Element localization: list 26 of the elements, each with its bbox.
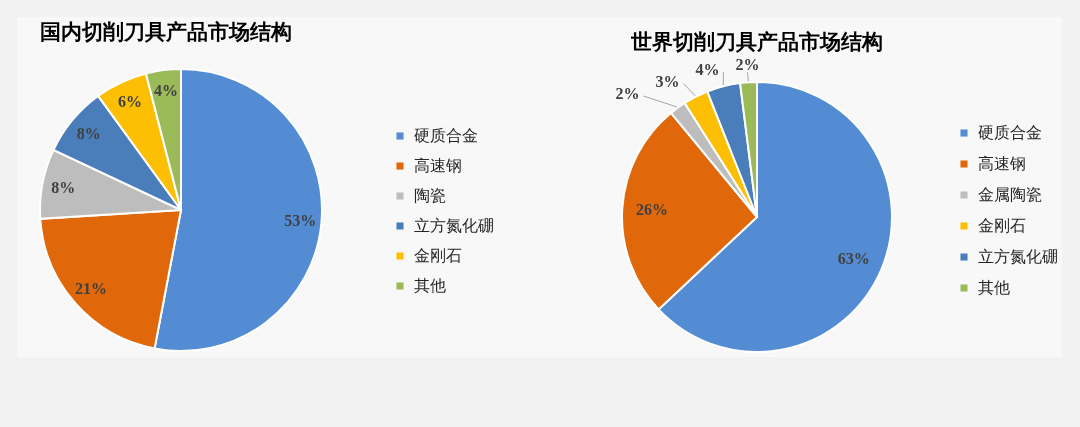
data-label: 26% bbox=[635, 201, 668, 219]
data-label: 2% bbox=[615, 85, 640, 103]
legend-label: 金刚石 bbox=[978, 217, 1026, 234]
chart-title: 国内切削刀具产品市场结构 bbox=[40, 20, 292, 44]
legend-label: 立方氮化硼 bbox=[978, 248, 1058, 265]
chart-title: 世界切削刀具产品市场结构 bbox=[630, 30, 883, 55]
legend-label: 高速钢 bbox=[414, 157, 462, 174]
legend-label: 陶瓷 bbox=[414, 187, 446, 204]
legend-label: 金属陶瓷 bbox=[978, 186, 1042, 203]
legend-label: 立方氮化硼 bbox=[414, 217, 494, 234]
legend-label: 硬质合金 bbox=[978, 124, 1042, 141]
legend-label: 高速钢 bbox=[978, 155, 1026, 172]
data-label: 4% bbox=[153, 82, 178, 100]
legend-label: 其他 bbox=[978, 279, 1010, 296]
data-label: 21% bbox=[75, 280, 108, 298]
data-label: 4% bbox=[695, 60, 720, 78]
data-label: 6% bbox=[117, 92, 142, 110]
data-label: 8% bbox=[51, 178, 76, 196]
legend-label: 其他 bbox=[414, 277, 446, 294]
legend-label: 金刚石 bbox=[414, 247, 462, 264]
data-label: 8% bbox=[76, 124, 101, 142]
legend-label: 硬质合金 bbox=[414, 127, 478, 144]
data-label: 63% bbox=[837, 249, 870, 267]
data-label: 53% bbox=[284, 212, 317, 230]
data-label: 2% bbox=[735, 56, 760, 74]
data-label: 3% bbox=[655, 72, 680, 90]
